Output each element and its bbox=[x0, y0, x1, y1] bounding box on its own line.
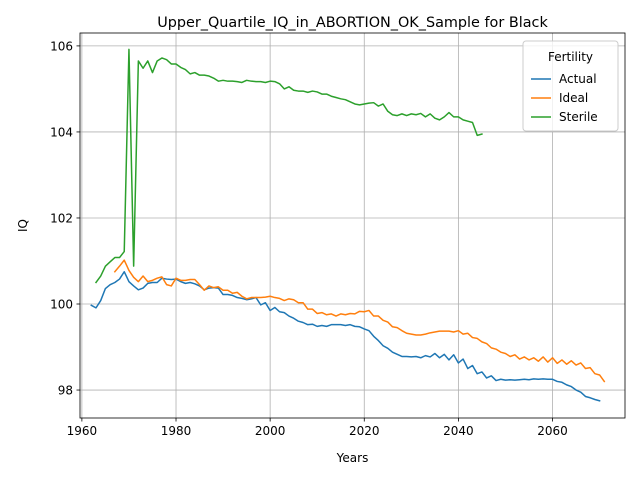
x-tick-label: 1980 bbox=[161, 424, 192, 438]
legend: Fertility Actual Ideal Sterile bbox=[522, 40, 619, 132]
legend-box bbox=[522, 40, 619, 132]
series-line-sterile bbox=[94, 48, 483, 284]
y-tick-label: 106 bbox=[50, 39, 73, 53]
y-tick-label: 100 bbox=[50, 298, 73, 312]
chart-title: Upper_Quartile_IQ_in_ABORTION_OK_Sample … bbox=[157, 15, 548, 31]
legend-label-actual: Actual bbox=[559, 72, 597, 86]
y-tick-label: 104 bbox=[50, 125, 73, 139]
legend-label-ideal: Ideal bbox=[559, 91, 588, 105]
plot-frame bbox=[79, 32, 626, 419]
legend-title: Fertility bbox=[548, 50, 593, 64]
x-tick-label: 2060 bbox=[537, 424, 568, 438]
x-tick-label: 1960 bbox=[67, 424, 98, 438]
y-tick-label: 102 bbox=[50, 211, 73, 225]
x-tick-label: 2000 bbox=[255, 424, 286, 438]
y-axis-ticks: 98 100 102 104 106 bbox=[50, 39, 80, 398]
series-line-ideal bbox=[113, 259, 606, 383]
legend-entries: Actual Ideal Sterile bbox=[531, 72, 598, 124]
legend-label-sterile: Sterile bbox=[559, 110, 598, 124]
x-tick-label: 2020 bbox=[349, 424, 380, 438]
x-axis-label: Years bbox=[336, 451, 369, 465]
y-axis-label: IQ bbox=[16, 219, 30, 232]
x-tick-label: 2040 bbox=[443, 424, 474, 438]
y-tick-label: 98 bbox=[58, 384, 73, 398]
x-axis-ticks: 1960 1980 2000 2020 2040 2060 bbox=[67, 418, 568, 438]
series-lines bbox=[90, 48, 606, 402]
